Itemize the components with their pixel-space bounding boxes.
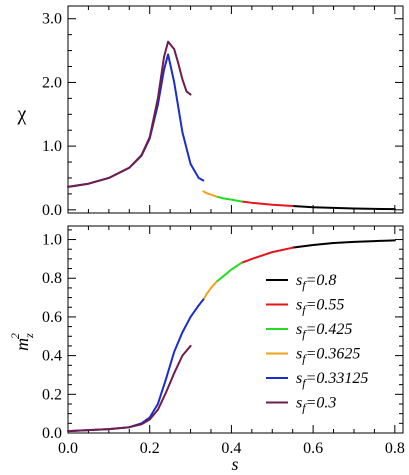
top-series-line (67, 53, 205, 188)
top-y-tick-label: 3.0 (42, 11, 62, 28)
legend-label: sf=0.33125 (296, 370, 368, 390)
bottom-panel: 0.0 0.2 0.4 0.6 0.8 1.0 0.0 0.2 0.4 0.6 0.8 (42, 225, 405, 457)
bottom-series-line (67, 298, 205, 433)
bottom-series-line (291, 239, 396, 249)
top-series-line (67, 40, 192, 188)
ylabel-m: m (12, 338, 32, 351)
bottom-y-tick-label: 0.8 (42, 270, 62, 287)
top-y-axis-label: χ (17, 103, 27, 125)
bottom-plot-frame (67, 225, 404, 434)
top-series-line (240, 200, 294, 207)
bottom-y-tick-label: 0.2 (42, 386, 62, 403)
bottom-x-tick-label: 0.0 (58, 440, 78, 457)
top-plot-frame (67, 5, 404, 214)
legend-label: sf=0.425 (296, 321, 352, 341)
top-series-line (291, 204, 396, 211)
top-series-line (202, 190, 218, 198)
legend-label: sf=0.55 (296, 297, 344, 317)
bottom-y-tick-label: 0.0 (42, 425, 62, 442)
bottom-y-tick-label: 1.0 (42, 232, 62, 249)
bottom-y-axis-label: mz2 (8, 333, 36, 351)
bottom-x-tick-label: 0.4 (221, 440, 241, 457)
bottom-x-tick-label: 0.8 (385, 440, 405, 457)
top-y-tick-label: 1.0 (42, 138, 62, 155)
ylabel-m-sup: 2 (8, 333, 22, 339)
legend-label: sf=0.8 (296, 272, 336, 292)
top-y-tick-label: 2.0 (42, 74, 62, 91)
top-panel: 0.0 1.0 2.0 3.0 (42, 5, 404, 219)
top-series-line (215, 195, 243, 203)
x-axis-label: s (231, 454, 238, 474)
bottom-y-tick-label: 0.4 (42, 348, 62, 365)
svg-text:mz2: mz2 (8, 333, 36, 351)
bottom-x-tick-label: 0.2 (140, 440, 160, 457)
legend: sf=0.8 sf=0.55 sf=0.425 sf=0.3625 sf=0.33125… (266, 272, 368, 415)
bottom-y-tick-label: 0.6 (42, 309, 62, 326)
legend-label: sf=0.3625 (296, 346, 360, 366)
bottom-series-line (240, 246, 294, 264)
top-y-tick-label: 0.0 (42, 202, 62, 219)
legend-label: sf=0.3 (296, 395, 336, 415)
bottom-series-line (67, 344, 192, 433)
bottom-series-line (202, 281, 218, 301)
bottom-x-tick-label: 0.6 (303, 440, 323, 457)
ylabel-m-sub: z (22, 333, 36, 339)
bottom-series-line (215, 261, 243, 284)
